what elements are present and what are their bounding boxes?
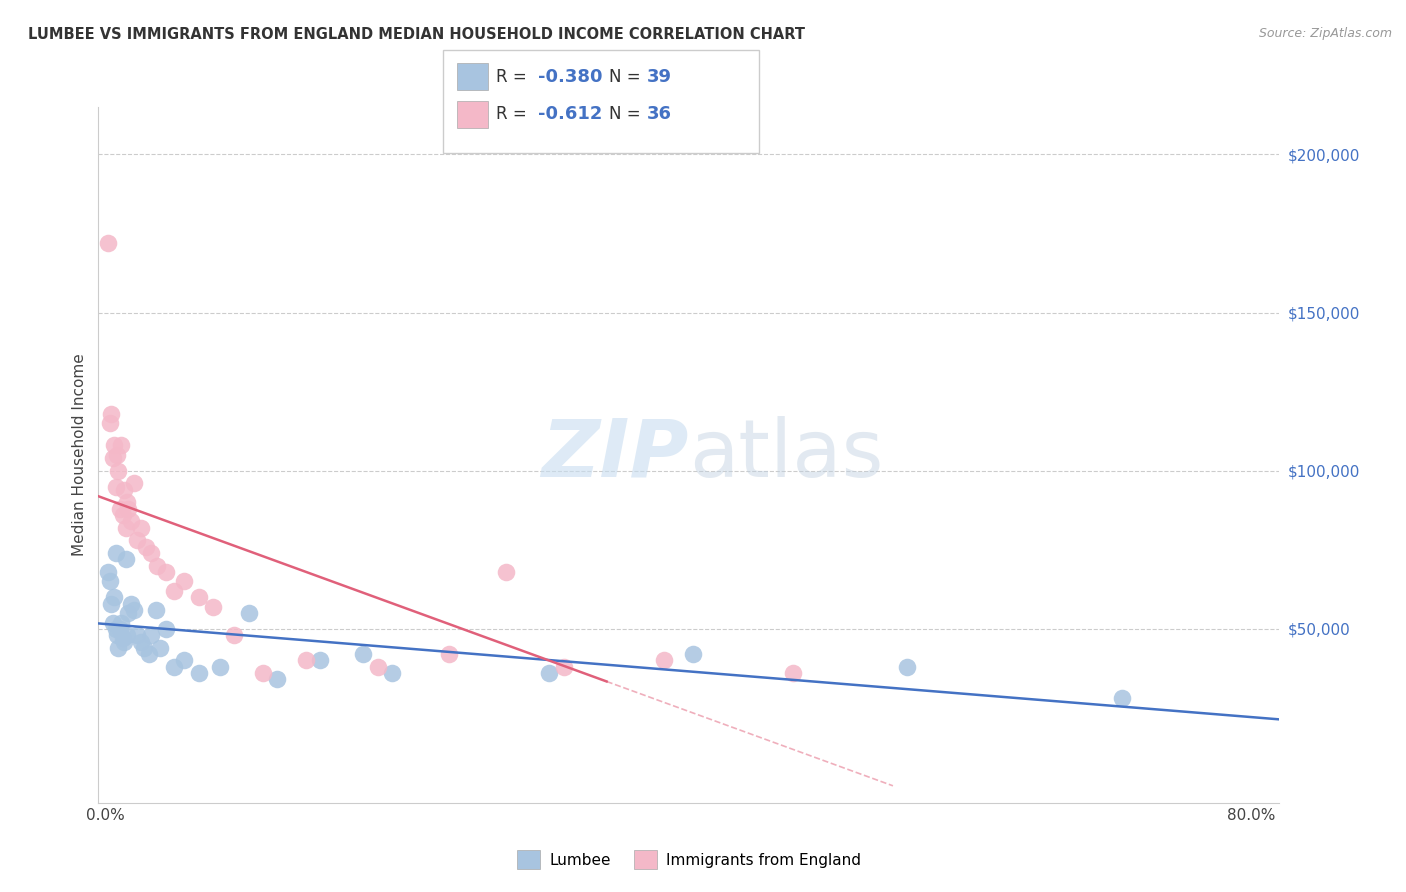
Point (101, 615, 124, 630)
Point (146, 558, 169, 573)
Text: 36: 36 (647, 105, 672, 123)
Text: N =: N = (609, 68, 645, 86)
Point (104, 546, 127, 560)
Point (141, 628, 163, 642)
Point (115, 495, 138, 509)
Point (108, 622, 131, 636)
Point (120, 597, 142, 611)
Point (352, 647, 374, 661)
Point (112, 483, 135, 497)
Point (105, 448, 128, 462)
Point (163, 660, 186, 674)
Point (173, 653, 195, 667)
Point (125, 533, 148, 548)
Point (187, 666, 209, 681)
Point (117, 501, 139, 516)
Point (238, 606, 260, 620)
Text: R =: R = (496, 68, 533, 86)
Point (553, 660, 575, 674)
Point (155, 622, 177, 636)
Y-axis label: Median Household Income: Median Household Income (72, 353, 87, 557)
Point (538, 666, 561, 681)
Point (111, 632, 134, 646)
Legend: Lumbee, Immigrants from England: Lumbee, Immigrants from England (510, 845, 868, 875)
Point (163, 583, 186, 598)
Text: N =: N = (609, 105, 645, 123)
Point (103, 591, 125, 605)
Point (100, 407, 122, 421)
Point (367, 660, 389, 674)
Point (495, 565, 517, 579)
Point (125, 628, 148, 642)
Point (122, 476, 145, 491)
Point (138, 647, 160, 661)
Point (437, 647, 460, 661)
Point (110, 438, 132, 452)
Point (252, 666, 274, 681)
Point (112, 634, 135, 648)
Point (131, 634, 153, 648)
Point (155, 565, 177, 579)
Text: ZIP: ZIP (541, 416, 689, 494)
Point (682, 647, 704, 661)
Point (115, 628, 138, 642)
Point (122, 603, 145, 617)
Point (114, 521, 136, 535)
Point (295, 653, 318, 667)
Point (209, 660, 232, 674)
Text: Source: ZipAtlas.com: Source: ZipAtlas.com (1258, 27, 1392, 40)
Point (120, 514, 142, 528)
Point (108, 501, 131, 516)
Point (201, 599, 224, 614)
Point (117, 606, 139, 620)
Text: -0.612: -0.612 (538, 105, 603, 123)
Text: atlas: atlas (689, 416, 883, 494)
Point (103, 438, 125, 452)
Point (145, 603, 167, 617)
Point (131, 521, 153, 535)
Point (187, 591, 209, 605)
Point (381, 666, 404, 681)
Point (652, 653, 675, 667)
Text: LUMBEE VS IMMIGRANTS FROM ENGLAND MEDIAN HOUSEHOLD INCOME CORRELATION CHART: LUMBEE VS IMMIGRANTS FROM ENGLAND MEDIAN… (28, 27, 806, 42)
Text: -0.380: -0.380 (538, 68, 603, 86)
Point (134, 640, 156, 655)
Point (105, 628, 128, 642)
Point (896, 660, 918, 674)
Text: R =: R = (496, 105, 533, 123)
Point (98, 574, 121, 589)
Point (107, 464, 129, 478)
Point (149, 640, 172, 655)
Point (101, 451, 124, 466)
Point (97, 235, 120, 250)
Text: 39: 39 (647, 68, 672, 86)
Point (141, 546, 163, 560)
Point (309, 653, 332, 667)
Point (98, 417, 121, 431)
Point (266, 673, 288, 687)
Point (114, 552, 136, 566)
Point (224, 628, 246, 642)
Point (782, 666, 804, 681)
Point (104, 622, 127, 636)
Point (110, 615, 132, 630)
Point (135, 540, 157, 554)
Point (1111, 691, 1133, 706)
Point (173, 574, 195, 589)
Point (107, 640, 129, 655)
Point (111, 508, 134, 522)
Point (104, 479, 127, 493)
Point (100, 597, 122, 611)
Point (97, 565, 120, 579)
